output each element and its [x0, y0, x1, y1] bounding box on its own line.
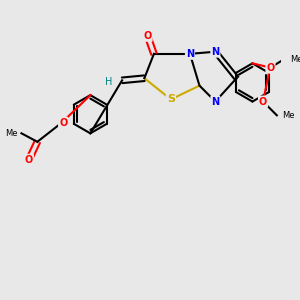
Text: O: O — [259, 97, 267, 106]
Text: Me: Me — [282, 111, 295, 120]
Text: O: O — [25, 155, 33, 165]
Text: N: N — [211, 47, 219, 57]
Text: H: H — [105, 77, 112, 87]
Text: S: S — [167, 94, 175, 104]
Text: N: N — [186, 49, 194, 59]
Text: O: O — [59, 118, 67, 128]
Text: O: O — [143, 31, 152, 41]
Text: Me: Me — [5, 129, 17, 138]
Text: Me: Me — [290, 55, 300, 64]
Text: O: O — [266, 63, 274, 73]
Text: N: N — [211, 97, 219, 106]
